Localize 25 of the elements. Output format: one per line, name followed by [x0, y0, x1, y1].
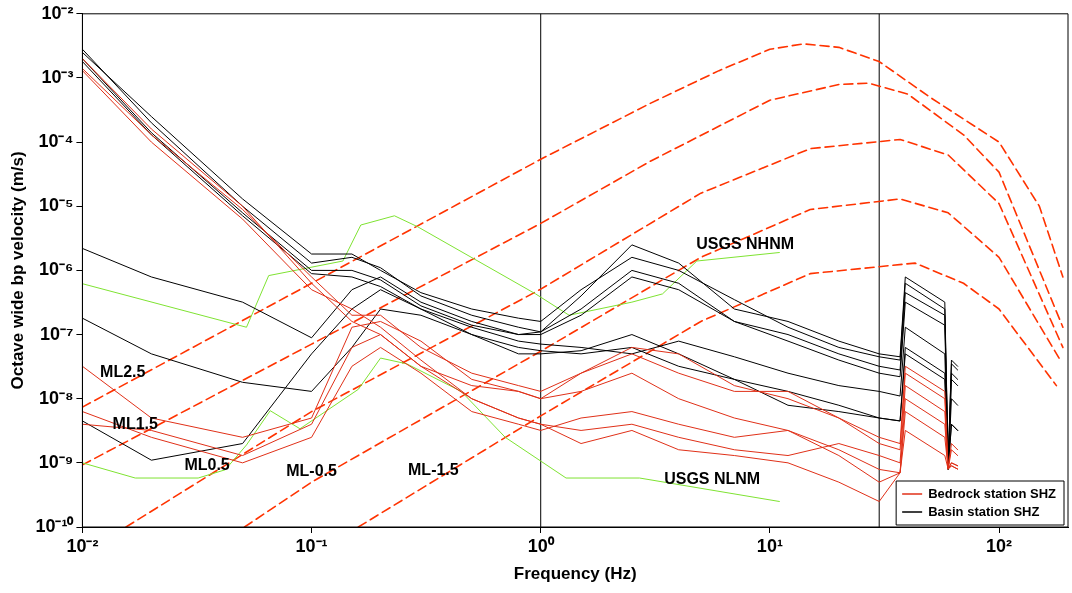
y-tick-label: 10⁻³: [41, 66, 74, 87]
y-tick-label: 10⁻⁴: [38, 131, 74, 152]
annotation: ML-1.5: [408, 461, 459, 479]
y-tick-label: 10⁻⁸: [38, 387, 74, 408]
annotation: ML2.5: [100, 363, 146, 381]
y-tick-label: 10⁻²: [41, 2, 74, 23]
x-tick-label: 10¹: [756, 535, 783, 556]
annotation: USGS NHNM: [696, 235, 795, 253]
annotation: ML-0.5: [286, 461, 337, 479]
annotation: ML1.5: [112, 414, 158, 432]
y-axis-title: Octave wide bp velocity (m/s): [7, 151, 27, 390]
y-tick-label: 10⁻⁶: [39, 259, 74, 280]
annotation: ML0.5: [184, 456, 230, 474]
x-axis-title: Frequency (Hz): [513, 564, 637, 584]
y-tick-label: 10⁻⁷: [39, 323, 74, 344]
annotation: USGS NLNM: [664, 469, 761, 487]
x-tick-label: 10⁰: [527, 535, 555, 556]
x-tick-label: 10⁻¹: [295, 535, 328, 556]
y-tick-label: 10⁻⁹: [38, 451, 74, 472]
legend-label: Bedrock station SHZ: [928, 485, 1057, 501]
legend-label: Basin station SHZ: [928, 503, 1040, 519]
y-tick-label: 10⁻¹⁰: [35, 515, 75, 536]
x-tick-label: 10⁻²: [66, 535, 99, 556]
x-tick-label: 10²: [986, 535, 1013, 556]
y-tick-label: 10⁻⁵: [38, 195, 74, 216]
